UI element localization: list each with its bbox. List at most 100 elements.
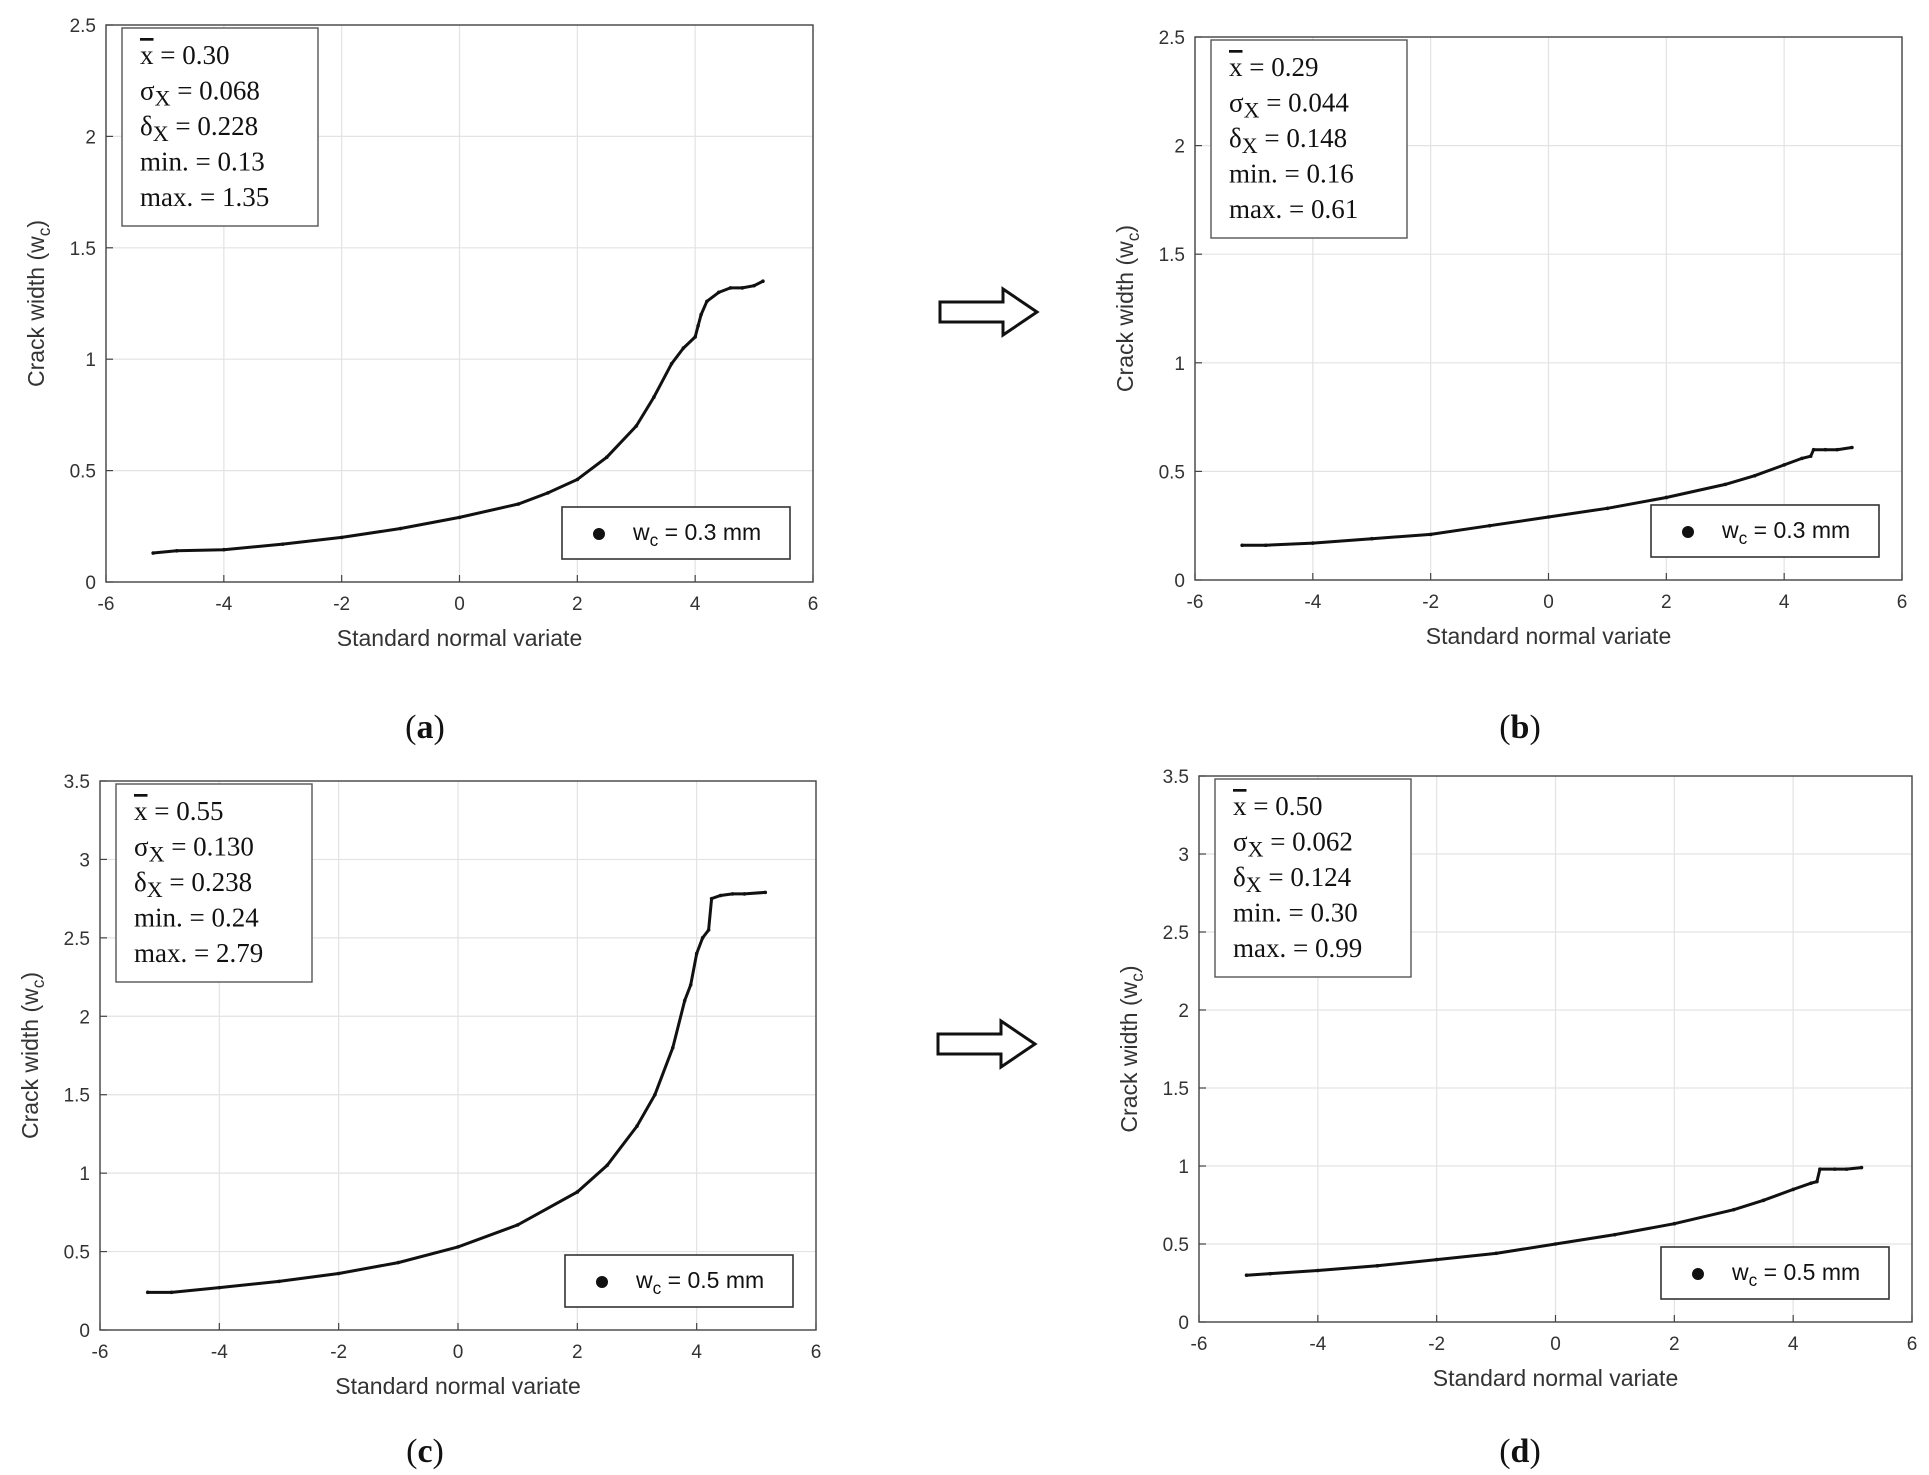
stat-max: max. = 0.99 xyxy=(1233,933,1362,963)
x-tick-label: -2 xyxy=(1422,592,1439,613)
data-point xyxy=(1815,1179,1819,1184)
data-point xyxy=(635,1124,639,1128)
data-point xyxy=(1835,447,1839,452)
legend-marker-icon xyxy=(596,1276,608,1288)
right-arrow-icon xyxy=(938,286,1040,338)
data-point xyxy=(222,547,226,552)
panel-caption: (b) xyxy=(1499,709,1541,746)
x-axis-label: Standard normal variate xyxy=(337,625,582,651)
data-point xyxy=(456,1245,460,1249)
x-tick-label: -2 xyxy=(333,594,350,615)
stat-mean: x = 0.29 xyxy=(1229,52,1318,82)
y-tick-label: 0.5 xyxy=(64,1243,90,1264)
y-tick-label: 3.5 xyxy=(64,772,90,793)
data-point xyxy=(1752,473,1757,478)
data-point xyxy=(653,1092,657,1097)
data-point xyxy=(709,896,714,901)
y-axis-label: Crack width (wc) xyxy=(1116,965,1147,1132)
data-point xyxy=(1809,1181,1813,1185)
data-point xyxy=(706,928,711,932)
stat-sigma: σX = 0.068 xyxy=(140,76,260,111)
data-point xyxy=(1605,506,1610,511)
stats-box-frame xyxy=(121,27,319,227)
data-point xyxy=(1487,523,1492,528)
x-tick-label: 2 xyxy=(572,1342,583,1363)
y-tick-label: 1 xyxy=(79,1164,90,1185)
stat-sigma: σX = 0.130 xyxy=(134,832,254,867)
stat-mean: x = 0.30 xyxy=(140,40,229,70)
panel-caption: (d) xyxy=(1499,1433,1541,1470)
stat-mean: x = 0.50 xyxy=(1233,791,1322,821)
data-point xyxy=(277,1279,281,1284)
x-tick-label: 0 xyxy=(454,594,465,615)
data-point xyxy=(652,395,656,399)
data-point xyxy=(716,290,721,295)
data-point xyxy=(575,477,580,482)
panels: -6 -4 -2 0 2 4 6 0 0.5 1 1.5 2 2.5 Standard normal va… xyxy=(17,16,1917,1470)
x-tick-label: -4 xyxy=(1309,1334,1326,1355)
y-tick-label: 0 xyxy=(1174,571,1185,592)
data-point xyxy=(671,1045,675,1050)
stat-max: max. = 1.35 xyxy=(140,182,269,212)
x-tick-label: -6 xyxy=(98,594,115,615)
arrows xyxy=(936,286,1040,1070)
data-point xyxy=(1434,1257,1439,1262)
data-point xyxy=(705,299,709,304)
data-point xyxy=(515,1223,520,1227)
stat-min: min. = 0.13 xyxy=(140,147,265,177)
x-axis-label: Standard normal variate xyxy=(335,1373,580,1399)
legend-marker-icon xyxy=(1692,1268,1704,1280)
data-point xyxy=(742,892,747,896)
stat-min: min. = 0.30 xyxy=(1233,898,1358,928)
data-point xyxy=(457,515,462,520)
stats-box-frame xyxy=(1210,39,1408,239)
legend-label: wc = 0.3 mm xyxy=(632,519,761,550)
x-tick-label: 6 xyxy=(808,594,819,615)
y-tick-label: 3 xyxy=(79,850,90,871)
legend: wc = 0.3 mm xyxy=(561,506,791,560)
data-point xyxy=(1850,445,1854,450)
data-point xyxy=(169,1290,174,1295)
legend-marker-icon xyxy=(1682,526,1694,538)
x-axis-label: Standard normal variate xyxy=(1433,1365,1678,1391)
legend: wc = 0.3 mm xyxy=(1650,504,1880,558)
data-point xyxy=(1316,1268,1320,1273)
y-tick-label: 0 xyxy=(85,573,96,594)
data-series xyxy=(145,890,768,1295)
chart-panel-b: -6 -4 -2 0 2 4 6 0 0.5 1 1.5 2 2.5 Standard normal va… xyxy=(1112,28,1907,746)
data-point xyxy=(682,998,687,1003)
data-point xyxy=(339,535,344,540)
data-point xyxy=(1268,1271,1273,1276)
data-point xyxy=(1761,1198,1766,1203)
data-point xyxy=(1546,515,1551,519)
x-tick-label: -6 xyxy=(1187,592,1204,613)
data-point xyxy=(1791,1187,1795,1192)
y-tick-label: 2 xyxy=(85,127,96,148)
data-point xyxy=(1782,463,1786,467)
data-point xyxy=(1818,1167,1822,1171)
stat-max: max. = 2.79 xyxy=(134,938,263,968)
y-tick-label: 2 xyxy=(1178,1001,1189,1022)
data-point xyxy=(575,1190,580,1194)
stats-box-frame xyxy=(115,783,313,983)
x-tick-label: 6 xyxy=(811,1342,822,1363)
data-point xyxy=(728,286,733,290)
y-tick-label: 1.5 xyxy=(1159,245,1185,266)
data-point xyxy=(1263,543,1268,548)
y-tick-label: 1 xyxy=(85,350,96,371)
data-point xyxy=(1375,1264,1380,1268)
data-point xyxy=(604,455,609,460)
data-point xyxy=(730,892,735,896)
data-point xyxy=(151,551,155,555)
stat-max: max. = 0.61 xyxy=(1229,194,1358,224)
y-tick-label: 2.5 xyxy=(1163,923,1189,944)
data-point xyxy=(1844,1167,1849,1171)
data-point xyxy=(1494,1251,1498,1256)
data-point xyxy=(1664,495,1669,500)
data-point xyxy=(1244,1273,1249,1277)
chart-panel-d: -6 -4 -2 0 2 4 6 0 0.5 1 1.5 2 2.5 3 3.5 Standard norma… xyxy=(1116,767,1917,1470)
x-tick-label: 4 xyxy=(1788,1334,1799,1355)
stat-min: min. = 0.16 xyxy=(1229,159,1354,189)
